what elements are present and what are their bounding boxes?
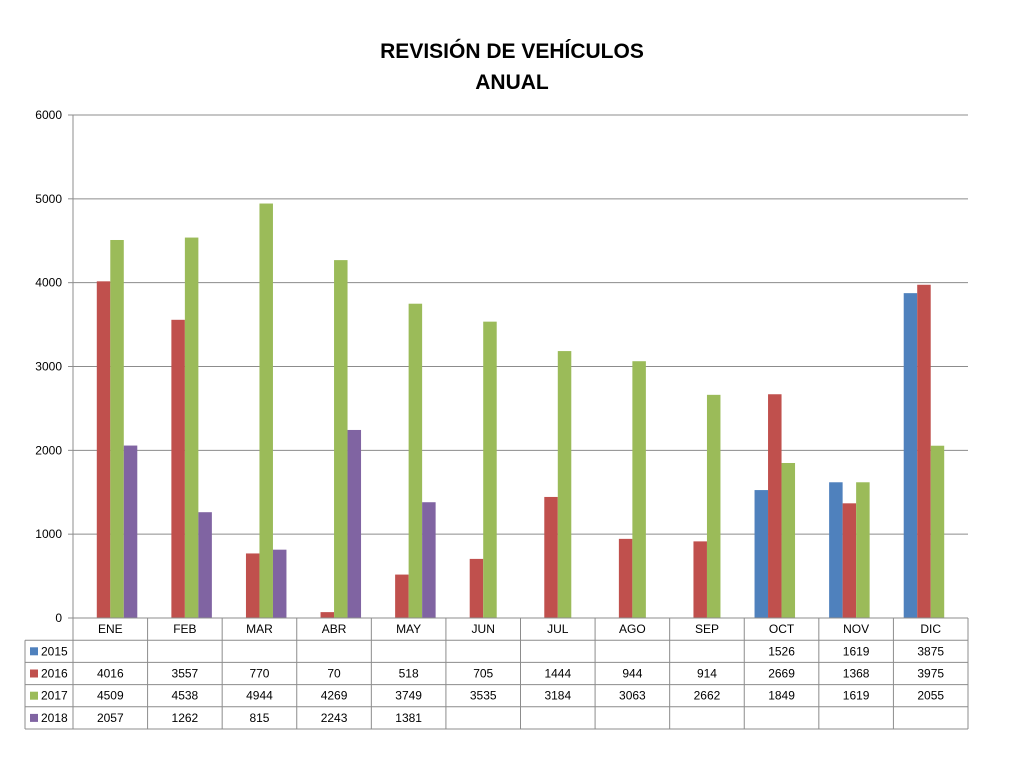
bar-2017-jun: [483, 321, 497, 618]
bar-2016-dic: [917, 284, 931, 618]
chart-title-line-1: REVISIÓN DE VEHÍCULOS: [380, 40, 644, 63]
data-label: 3063: [619, 689, 646, 703]
x-tick-label: MAR: [246, 622, 273, 636]
data-label: 3975: [917, 667, 944, 681]
x-tick-label: JUL: [547, 622, 569, 636]
bar-2016-ago: [618, 538, 633, 618]
bar-2016-feb: [171, 319, 185, 618]
bar-2018-may: [422, 502, 436, 618]
data-label: 70: [327, 667, 341, 681]
bar-2017-sep: [706, 394, 721, 618]
bar-2016-mar: [245, 553, 260, 618]
bar-2017-jul: [557, 351, 572, 618]
x-tick-label: JUN: [472, 622, 495, 636]
data-label: 1381: [395, 711, 422, 725]
x-tick-label: DIC: [920, 622, 941, 636]
chart-title-line-2: ANUAL: [475, 71, 549, 94]
legend-key-2018: [30, 713, 38, 722]
bar-2016-nov: [842, 503, 857, 618]
y-tick-label: 1000: [35, 527, 62, 541]
bar-2018-feb: [198, 512, 212, 618]
legend-label: 2017: [41, 689, 68, 703]
bar-2016-ene: [96, 281, 111, 618]
data-label: 2243: [321, 711, 348, 725]
y-tick-label: 6000: [35, 108, 62, 122]
data-label: 4509: [97, 689, 124, 703]
legend-label: 2015: [41, 644, 68, 658]
data-label: 4538: [172, 689, 199, 703]
legend-key-2015: [30, 647, 38, 656]
x-tick-label: OCT: [769, 622, 795, 636]
data-label: 1444: [544, 667, 571, 681]
y-tick-label: 2000: [35, 443, 62, 457]
x-tick-label: ENE: [98, 622, 123, 636]
bar-2017-ene: [110, 239, 124, 619]
bar-2016-jul: [544, 496, 558, 618]
bar-2018-abr: [347, 429, 362, 618]
y-tick-label: 0: [55, 611, 62, 625]
data-label: 944: [622, 667, 642, 681]
data-label: 705: [473, 667, 493, 681]
bar-2016-may: [395, 574, 409, 618]
data-label: 1526: [768, 644, 795, 658]
data-label: 3535: [470, 689, 497, 703]
data-label: 2057: [97, 711, 124, 725]
bar-2015-dic: [903, 293, 918, 618]
data-label: 3749: [395, 689, 422, 703]
bar-2017-ago: [632, 361, 646, 618]
legend-label: 2018: [41, 711, 68, 725]
bar-2015-oct: [754, 490, 769, 618]
bar-2017-feb: [184, 237, 199, 618]
data-label: 4269: [321, 689, 348, 703]
y-tick-label: 5000: [35, 192, 62, 206]
bar-2016-oct: [768, 394, 782, 618]
data-label: 4944: [246, 689, 273, 703]
x-tick-label: MAY: [396, 622, 421, 636]
legend-label: 2016: [41, 667, 68, 681]
legend-key-2017: [30, 691, 38, 700]
bar-2017-dic: [930, 445, 945, 618]
data-label: 1262: [172, 711, 199, 725]
data-label: 3184: [544, 689, 571, 703]
bar-2017-nov: [856, 482, 870, 618]
data-label: 3875: [917, 644, 944, 658]
bar-2017-mar: [259, 203, 273, 618]
y-tick-label: 3000: [35, 360, 62, 374]
bar-2015-nov: [829, 482, 843, 618]
data-label: 4016: [97, 667, 124, 681]
bar-2016-jun: [469, 558, 484, 618]
bar-2016-sep: [693, 541, 707, 618]
x-tick-label: NOV: [843, 622, 869, 636]
bar-2017-abr: [334, 260, 348, 618]
data-label: 815: [249, 711, 269, 725]
data-label: 1368: [843, 667, 870, 681]
y-tick-label: 4000: [35, 276, 62, 290]
x-tick-label: ABR: [322, 622, 347, 636]
data-label: 1849: [768, 689, 795, 703]
data-label: 770: [249, 667, 269, 681]
bar-2017-oct: [781, 462, 796, 618]
x-tick-label: AGO: [619, 622, 646, 636]
data-label: 914: [697, 667, 717, 681]
bar-2017-may: [408, 303, 423, 618]
bar-2018-mar: [272, 549, 287, 618]
legend-key-2016: [30, 669, 38, 678]
data-label: 2055: [917, 689, 944, 703]
data-label: 1619: [843, 644, 870, 658]
bar-2018-ene: [123, 445, 138, 618]
data-label: 2662: [694, 689, 721, 703]
x-tick-label: SEP: [695, 622, 719, 636]
bar-2016-abr: [320, 612, 335, 618]
data-label: 518: [399, 667, 419, 681]
data-label: 2669: [768, 667, 795, 681]
data-label: 3557: [172, 667, 199, 681]
data-label: 1619: [843, 689, 870, 703]
x-tick-label: FEB: [173, 622, 196, 636]
